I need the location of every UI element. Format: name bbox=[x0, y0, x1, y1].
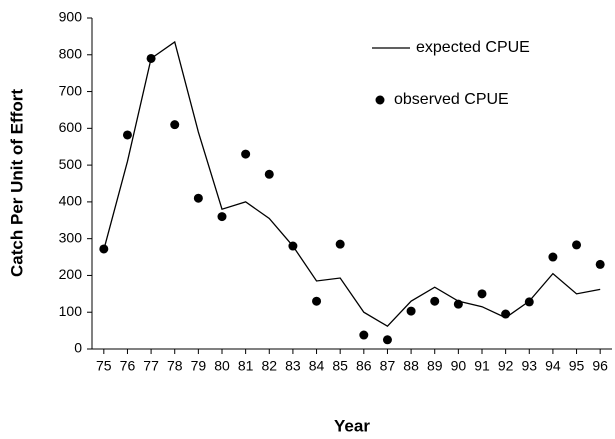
y-tick-label: 400 bbox=[59, 193, 83, 209]
data-point bbox=[217, 212, 227, 222]
x-tick-label: 87 bbox=[380, 358, 396, 374]
x-tick-label: 90 bbox=[451, 358, 467, 374]
x-tick-label: 86 bbox=[356, 358, 372, 374]
x-tick-label: 89 bbox=[427, 358, 443, 374]
x-tick-label: 78 bbox=[167, 358, 183, 374]
data-point bbox=[477, 289, 487, 299]
data-point bbox=[382, 335, 392, 345]
x-tick-label: 82 bbox=[261, 358, 277, 374]
x-tick-label: 95 bbox=[569, 358, 585, 374]
x-tick-label: 76 bbox=[120, 358, 136, 374]
data-point bbox=[170, 120, 180, 130]
x-tick-label: 85 bbox=[332, 358, 348, 374]
data-point bbox=[122, 130, 132, 140]
x-tick-label: 81 bbox=[238, 358, 254, 374]
x-tick-label: 93 bbox=[521, 358, 537, 374]
y-tick-label: 100 bbox=[59, 303, 83, 319]
data-point bbox=[595, 259, 605, 269]
data-point bbox=[524, 297, 534, 307]
data-point bbox=[312, 296, 322, 306]
y-tick-label: 900 bbox=[59, 9, 83, 25]
legend-marker bbox=[375, 95, 385, 105]
data-point bbox=[572, 240, 582, 250]
x-tick-label: 77 bbox=[143, 358, 159, 374]
data-point bbox=[430, 296, 440, 306]
y-tick-label: 700 bbox=[59, 82, 83, 98]
data-point bbox=[359, 330, 369, 340]
data-point bbox=[99, 244, 109, 254]
data-point bbox=[453, 299, 463, 309]
x-tick-label: 92 bbox=[498, 358, 514, 374]
x-tick-label: 84 bbox=[309, 358, 325, 374]
data-point bbox=[193, 193, 203, 203]
x-tick-label: 80 bbox=[214, 358, 230, 374]
data-point bbox=[288, 241, 298, 251]
data-line bbox=[103, 40, 601, 328]
x-tick-label: 83 bbox=[285, 358, 301, 374]
x-tick-label: 75 bbox=[96, 358, 112, 374]
data-point bbox=[406, 306, 416, 316]
y-tick-label: 200 bbox=[59, 266, 83, 282]
y-axis-title: Catch Per Unit of Effort bbox=[7, 89, 26, 277]
data-point bbox=[548, 252, 558, 262]
data-point bbox=[335, 239, 345, 249]
x-tick-label: 91 bbox=[474, 358, 490, 374]
data-point bbox=[264, 169, 274, 179]
y-tick-label: 0 bbox=[74, 340, 82, 356]
y-tick-label: 500 bbox=[59, 156, 83, 172]
y-tick-label: 300 bbox=[59, 229, 83, 245]
data-point bbox=[146, 53, 156, 63]
x-tick-label: 94 bbox=[545, 358, 561, 374]
x-tick-label: 79 bbox=[191, 358, 207, 374]
legend-label: observed CPUE bbox=[394, 91, 509, 108]
data-point bbox=[241, 149, 251, 159]
data-point bbox=[501, 309, 511, 319]
y-tick-label: 600 bbox=[59, 119, 83, 135]
legend-label: expected CPUE bbox=[416, 39, 530, 56]
x-tick-label: 88 bbox=[403, 358, 419, 374]
y-tick-label: 800 bbox=[59, 45, 83, 61]
x-axis-title: Year bbox=[334, 416, 370, 435]
x-tick-label: 96 bbox=[592, 358, 608, 374]
